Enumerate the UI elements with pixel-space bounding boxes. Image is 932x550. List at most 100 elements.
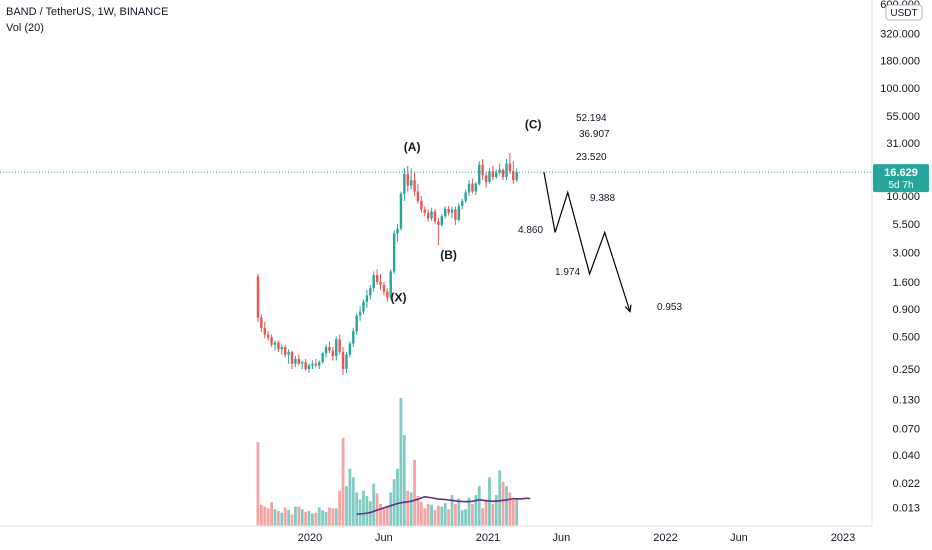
candle-body: [379, 281, 382, 285]
candlesticks: [256, 153, 518, 376]
candle-body: [260, 317, 263, 328]
candle-countdown: 5d 7h: [888, 180, 913, 191]
volume-bar: [324, 511, 328, 526]
volume-bar: [419, 502, 423, 526]
projection-level-label: 0.953: [657, 302, 682, 313]
candle-body: [413, 180, 416, 192]
time-axis[interactable]: 2020 Jun 2021 Jun 2022 Jun 2023: [298, 532, 856, 544]
candle-body: [498, 169, 501, 173]
candle-body: [382, 284, 386, 292]
volume-bar: [501, 481, 505, 526]
wave-label: (A): [404, 140, 421, 154]
volume-bar: [426, 503, 430, 526]
volume-bar: [430, 504, 433, 526]
candle-body: [403, 173, 406, 194]
wave-labels: (A) (B) (C) (X): [391, 118, 542, 305]
volume-bar: [389, 492, 393, 526]
wave-label: (C): [525, 118, 542, 132]
volume-bar: [362, 490, 365, 526]
volume-bar: [276, 510, 280, 526]
volume-bar: [392, 479, 396, 526]
candle-body: [467, 183, 471, 193]
candle-body: [318, 362, 321, 366]
candle-body: [355, 315, 358, 332]
candle-body: [420, 200, 423, 210]
volume-moving-average-line: [356, 496, 531, 515]
projection-level-label: 36.907: [579, 129, 610, 140]
price-axis-tick: 31.000: [886, 138, 920, 150]
candle-body: [471, 183, 474, 192]
volume-bar: [511, 499, 515, 526]
volume-bar: [416, 495, 420, 526]
candle-body: [461, 200, 464, 206]
candle-body: [297, 358, 301, 364]
candle-body: [307, 365, 311, 370]
candle-body: [426, 212, 430, 219]
candle-body: [437, 221, 440, 225]
candle-body: [365, 295, 369, 302]
price-axis-tick: 0.130: [892, 395, 920, 407]
candle-body: [277, 342, 280, 350]
price-axis-tick: 0.022: [892, 478, 920, 490]
candle-body: [273, 342, 277, 345]
volume-bar: [317, 507, 321, 526]
volume-bar: [311, 513, 314, 526]
volume-bar: [464, 509, 468, 526]
volume-bar: [266, 508, 270, 526]
volume-bar: [368, 501, 372, 526]
volume-bar: [256, 442, 260, 526]
volume-bar: [379, 503, 382, 526]
volume-bar: [477, 486, 481, 526]
candle-body: [311, 363, 314, 366]
volume-bar: [290, 514, 294, 526]
currency-badge[interactable]: USDT: [885, 4, 923, 21]
candle-body: [440, 216, 443, 225]
candle-body: [392, 233, 396, 272]
candle-body: [369, 288, 372, 296]
volume-bar: [484, 499, 488, 526]
price-axis-tick: 1.600: [892, 277, 920, 289]
volume-bar: [498, 470, 502, 526]
candle-body: [491, 171, 495, 177]
projection-level-label: 52.194: [576, 113, 607, 124]
volume-bar: [447, 509, 451, 526]
candle-body: [352, 331, 355, 344]
candle-body: [314, 363, 318, 366]
volume-bar: [515, 497, 519, 526]
price-axis[interactable]: 600.000320.000180.000100.00055.00031.000…: [880, 0, 920, 515]
candle-body: [256, 276, 260, 318]
candle-body: [423, 209, 426, 213]
time-axis-tick: Jun: [375, 532, 393, 544]
chart-symbol-title: BAND / TetherUS, 1W, BINANCE: [6, 6, 169, 18]
volume-bar: [355, 492, 359, 526]
volume-bar: [508, 492, 512, 526]
candle-body: [375, 275, 379, 282]
time-axis-tick: 2020: [298, 532, 322, 544]
wave-label: (X): [391, 291, 407, 305]
volume-bar: [300, 509, 304, 526]
volume-bar: [471, 503, 474, 526]
time-axis-tick: 2021: [476, 532, 500, 544]
volume-bar: [481, 508, 485, 526]
projection-level-label: 1.974: [555, 267, 580, 278]
volume-bar: [341, 437, 345, 526]
volume-bar: [345, 486, 348, 526]
candle-body: [488, 171, 491, 182]
volume-bar: [402, 435, 406, 526]
candle-body: [501, 169, 505, 177]
price-axis-tick: 0.900: [892, 304, 920, 316]
candle-body: [348, 343, 352, 355]
volume-bar: [372, 483, 376, 526]
volume-bar: [283, 507, 287, 526]
candle-body: [416, 191, 420, 201]
candle-body: [372, 275, 375, 289]
candle-body: [280, 346, 283, 350]
candle-body: [301, 362, 304, 364]
projection-level-label: 9.388: [590, 193, 615, 204]
projection-level-label: 4.860: [518, 225, 543, 236]
candle-body: [399, 193, 403, 229]
candle-body: [386, 291, 389, 298]
candle-body: [324, 346, 328, 354]
volume-bar: [307, 510, 311, 526]
